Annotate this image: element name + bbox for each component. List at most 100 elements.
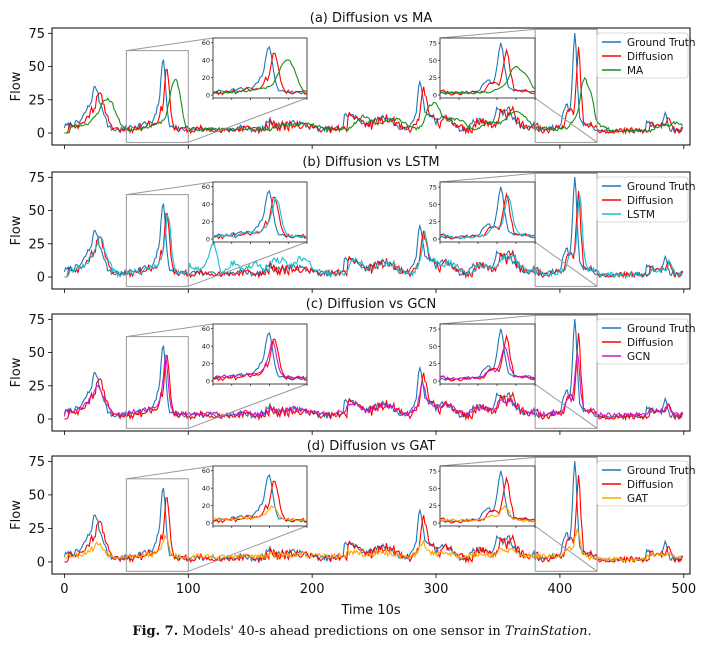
inset-y-tick-label: 0 <box>206 520 210 528</box>
ground-truth-line <box>63 318 683 420</box>
zoom-inset-1: 0 20 40 60 <box>202 323 308 386</box>
zoom-connector <box>126 465 214 480</box>
inset-y-tick-label: 60 <box>202 183 210 191</box>
inset-y-tick-label: 0 <box>206 92 210 100</box>
y-tick-label: 50 <box>28 204 45 219</box>
inset-comparison-line <box>440 504 535 523</box>
legend: Ground Truth Diffusion GCN <box>596 318 696 365</box>
x-tick-label: 100 <box>176 582 201 597</box>
legend-label: GCN <box>627 351 650 363</box>
y-tick-label: 25 <box>28 379 45 394</box>
x-tick-label: 300 <box>424 582 449 597</box>
inset-frame <box>439 181 536 243</box>
ground-truth-line <box>63 176 683 278</box>
legend-box <box>596 318 689 365</box>
inset-frame <box>439 323 536 385</box>
zoom-connector <box>534 383 598 429</box>
ground-truth-line <box>63 460 683 563</box>
zoom-connector <box>534 525 598 572</box>
zoom-connector <box>534 97 598 143</box>
legend-box <box>596 460 689 507</box>
y-tick-label: 75 <box>28 27 45 42</box>
legend-label: Ground Truth <box>627 181 696 193</box>
figure: (a) Diffusion vs MA Flow 0 25 50 75 0 20 40 60 0 25… <box>9 11 696 618</box>
legend-label: MA <box>627 65 644 77</box>
y-tick-label: 25 <box>28 237 45 252</box>
inset-comparison-line <box>440 195 535 240</box>
inset-y-tick-label: 0 <box>206 236 210 244</box>
inset-comparison-line <box>213 59 307 94</box>
inset-y-tick-label: 0 <box>433 378 437 386</box>
y-axis-label: Flow <box>9 357 24 387</box>
zoom-connector <box>126 323 214 338</box>
inset-y-tick-label: 25 <box>429 502 437 510</box>
inset-y-tick-label: 25 <box>429 360 437 368</box>
inset-y-tick-label: 60 <box>202 325 210 333</box>
zoom-connector <box>126 37 214 52</box>
x-tick-label: 400 <box>548 582 573 597</box>
inset-frame <box>212 323 308 385</box>
inset-y-tick-label: 60 <box>202 39 210 47</box>
inset-frame <box>439 37 536 99</box>
chart-title: (d) Diffusion vs GAT <box>307 439 436 454</box>
inset-diffusion-line <box>213 338 307 382</box>
inset-y-tick-label: 0 <box>433 92 437 100</box>
y-tick-label: 0 <box>37 555 45 570</box>
y-tick-label: 0 <box>37 271 45 286</box>
legend: Ground Truth Diffusion MA <box>596 32 696 79</box>
y-tick-label: 50 <box>28 346 45 361</box>
inset-comparison-line <box>213 339 307 379</box>
y-axis-label: Flow <box>9 71 24 101</box>
legend-label: Ground Truth <box>627 465 696 477</box>
comparison-line <box>64 528 683 563</box>
inset-frame <box>212 37 308 99</box>
inset-comparison-line <box>213 197 307 239</box>
inset-y-tick-label: 75 <box>429 40 437 48</box>
inset-frame <box>212 181 308 243</box>
y-tick-label: 25 <box>28 93 45 108</box>
ground-truth-line <box>63 32 683 134</box>
legend-label: Diffusion <box>627 51 673 63</box>
axes-frame <box>51 171 691 290</box>
inset-y-tick-label: 0 <box>433 236 437 244</box>
axes-frame <box>51 27 691 146</box>
y-tick-label: 75 <box>28 455 45 470</box>
x-tick-label: 0 <box>60 582 68 597</box>
legend: Ground Truth Diffusion GAT <box>596 460 696 507</box>
legend-label: Ground Truth <box>627 37 696 49</box>
y-tick-label: 75 <box>28 171 45 186</box>
zoom-inset-1: 0 20 40 60 <box>202 465 308 528</box>
y-tick-label: 25 <box>28 522 45 537</box>
chart-title: (a) Diffusion vs MA <box>310 11 433 26</box>
inset-y-tick-label: 75 <box>429 468 437 476</box>
zoom-connector <box>439 28 536 39</box>
y-tick-label: 0 <box>37 127 45 142</box>
legend-label: Diffusion <box>627 337 673 349</box>
comparison-line <box>63 352 683 418</box>
comparison-line <box>64 195 683 279</box>
inset-y-tick-label: 50 <box>429 57 437 65</box>
zoom-connector <box>439 314 536 325</box>
legend: Ground Truth Diffusion LSTM <box>596 176 696 223</box>
legend-label: Ground Truth <box>627 323 696 335</box>
chart-panel-1: (a) Diffusion vs MA Flow 0 25 50 75 0 20 40 60 0 25… <box>9 11 696 149</box>
x-tick-label: 500 <box>671 582 696 597</box>
chart-title: (b) Diffusion vs LSTM <box>302 155 439 170</box>
diffusion-line <box>64 475 684 564</box>
legend-box <box>596 176 689 223</box>
inset-comparison-line <box>440 345 535 380</box>
axes-frame <box>51 455 691 575</box>
zoom-region-box <box>125 50 189 143</box>
zoom-connector <box>439 456 536 467</box>
inset-comparison-line <box>213 505 307 522</box>
axes-frame <box>51 313 691 432</box>
x-tick-label: 200 <box>300 582 325 597</box>
y-tick-label: 75 <box>28 313 45 328</box>
inset-y-tick-label: 50 <box>429 343 437 351</box>
inset-y-tick-label: 20 <box>202 218 210 226</box>
zoom-connector <box>534 241 598 287</box>
inset-y-tick-label: 75 <box>429 184 437 192</box>
inset-y-tick-label: 50 <box>429 201 437 209</box>
inset-y-tick-label: 40 <box>202 201 210 209</box>
inset-diffusion-line <box>440 192 535 240</box>
